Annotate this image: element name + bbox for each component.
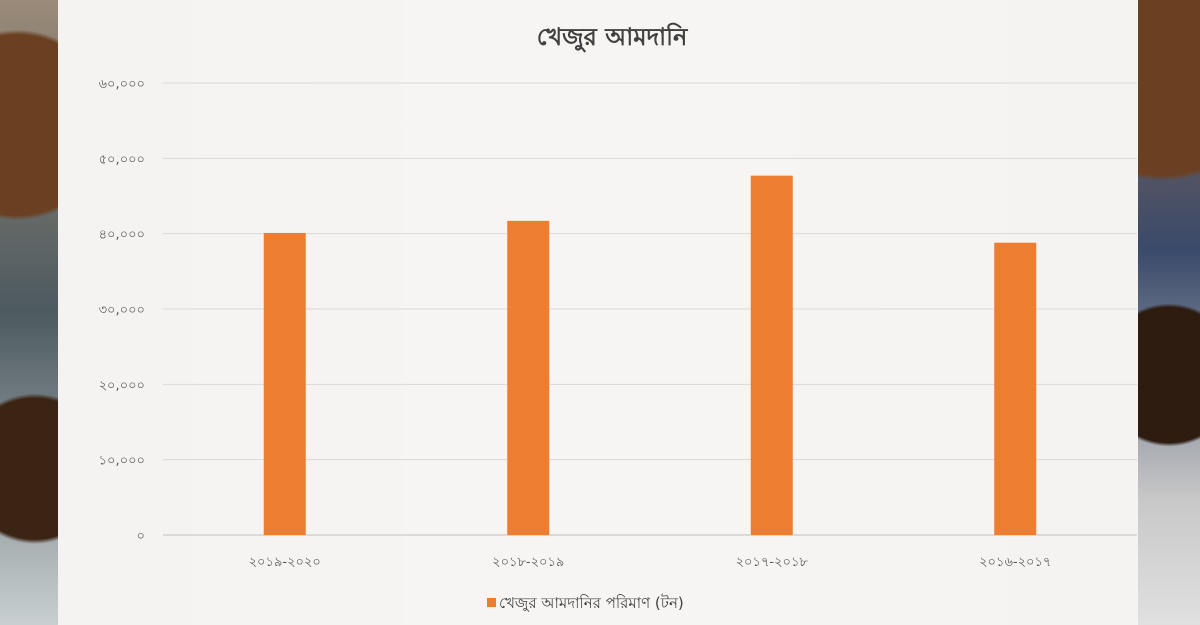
chart-panel <box>58 0 1138 625</box>
y-tick-label: ৬০,০০০ <box>99 77 145 92</box>
bar <box>263 232 306 535</box>
x-tick-label: ২০১৯-২০২০ <box>249 555 321 570</box>
bar <box>750 175 793 535</box>
x-tick-label: ২০১৬-২০১৭ <box>979 555 1051 570</box>
legend-label: খেজুর আমদানির পরিমাণ (টন) <box>499 594 684 612</box>
x-tick-label: ২০১৭-২০১৮ <box>736 555 809 570</box>
y-tick-label: ৫০,০০০ <box>99 152 145 167</box>
x-tick-label: ২০১৮-২০১৯ <box>492 555 564 570</box>
y-tick-label: ৪০,০০০ <box>99 228 145 243</box>
legend: খেজুর আমদানির পরিমাণ (টন) <box>487 594 684 612</box>
y-tick-label: ৩০,০০০ <box>99 303 145 318</box>
chart-title: খেজুর আমদানি <box>537 22 689 53</box>
background-photo-left <box>0 0 58 625</box>
y-tick-label: ২০,০০০ <box>99 378 145 393</box>
legend-swatch <box>487 598 496 607</box>
bar <box>994 242 1037 535</box>
background-photo-right <box>1138 0 1200 625</box>
y-tick-label: ০ <box>137 529 145 544</box>
bar <box>507 220 550 536</box>
y-tick-label: ১০,০০০ <box>99 454 145 469</box>
